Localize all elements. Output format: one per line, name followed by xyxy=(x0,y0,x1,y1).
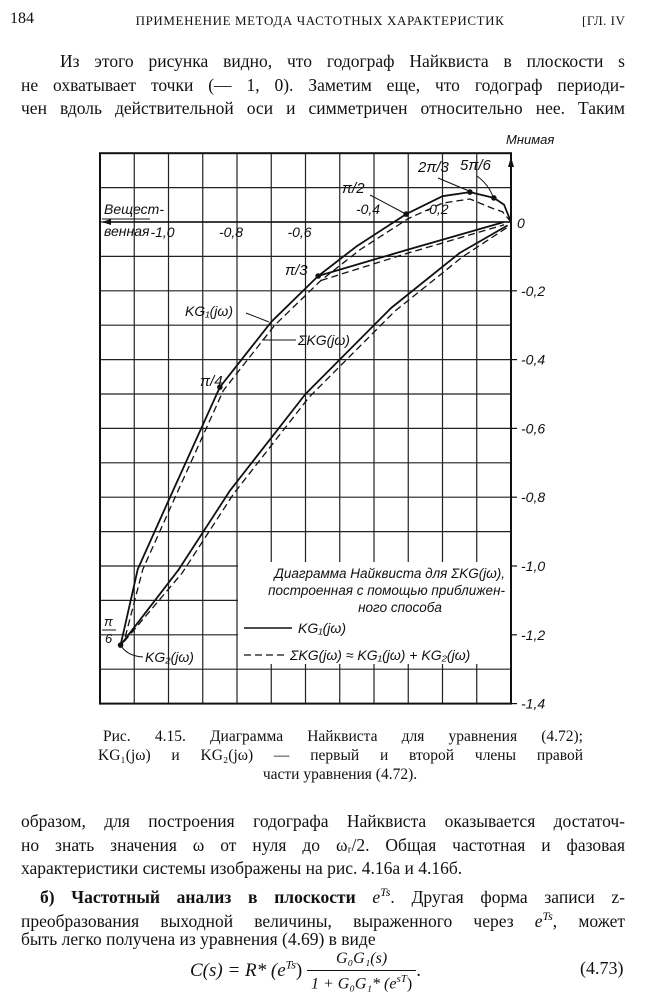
y-tick-label: -1,4 xyxy=(521,696,545,712)
y-tick-label: -1,0 xyxy=(521,558,545,574)
figure-caption-line: Рис. 4.15. Диаграмма Найквиста для уравн… xyxy=(103,728,583,745)
x-tick-label: -0,8 xyxy=(219,224,243,240)
series-kg1-line xyxy=(119,224,509,646)
section-heading-line: б) Частотный анализ в плоскости eTs. Дру… xyxy=(40,881,625,908)
kg1-annotation: KG₁(jω) xyxy=(185,303,233,319)
leader-line xyxy=(437,177,470,192)
eq-dot: . xyxy=(416,960,421,982)
frequency-point xyxy=(491,195,497,201)
frequency-label: 2π/3 xyxy=(417,159,450,176)
real-axis-label: Вещест-венная xyxy=(104,201,164,239)
imaginary-axis-label: Мнимая xyxy=(506,132,554,147)
eq-den-text: 1 + G₀G₁* (e xyxy=(311,975,397,993)
section-heading: б) Частотный анализ в плоскости xyxy=(40,886,373,907)
math-e: e xyxy=(534,910,543,931)
frequency-point xyxy=(217,384,223,390)
eq-fraction: G₀G₁(s) 1 + G₀G₁* (esT) xyxy=(307,950,417,993)
x-tick-label: -0,2 xyxy=(424,201,448,217)
frequency-label: π/2 xyxy=(342,180,365,197)
equation-number: (4.73) xyxy=(580,958,624,978)
equation-4-73: C(s) = R* (eTs) G₀G₁(s) 1 + G₀G₁* (esT) … xyxy=(190,950,421,993)
eq-paren: ) xyxy=(406,975,413,993)
paragraph-line: Из этого рисунка видно, что годограф Най… xyxy=(60,51,625,71)
frequency-label-6: 6 xyxy=(105,631,113,646)
paragraph-line: образом, для построения годографа Найкви… xyxy=(21,811,625,831)
leader-line xyxy=(245,312,270,323)
y-tick-label: -0,4 xyxy=(521,352,545,368)
leader-line xyxy=(369,194,405,214)
frequency-point xyxy=(315,273,321,279)
leader-line xyxy=(476,175,494,198)
y-tick-label: -0,8 xyxy=(521,489,545,505)
figure-caption-line: части уравнения (4.72). xyxy=(262,766,418,783)
legend-entry: KG₁(jω) xyxy=(298,620,346,636)
legend-title-line: построенная с помощью приближен- xyxy=(268,583,505,598)
frequency-label: π/3 xyxy=(285,262,308,279)
imaginary-axis-arrow xyxy=(508,157,514,167)
leader-line xyxy=(121,646,144,658)
eq-numerator: G₀G₁(s) xyxy=(307,950,417,971)
figure-caption-line: KG₁(jω) и KG₂(jω) — первый и второй член… xyxy=(98,747,583,764)
sum-kg-annotation: ΣKG(jω) xyxy=(297,332,350,348)
chapter-label: [ГЛ. IV xyxy=(582,13,626,28)
frequency-label: π/4 xyxy=(200,373,223,390)
real-axis-arrow xyxy=(102,219,111,225)
frequency-label: 5π/6 xyxy=(460,157,492,174)
x-tick-label: -0,6 xyxy=(287,224,311,240)
kg2-annotation: KG₂(jω) xyxy=(145,649,194,665)
paragraph-line: но знать значения ω от нуля до ωᵣ/2. Общ… xyxy=(21,835,625,855)
y-tick-label: -1,2 xyxy=(521,627,545,643)
legend-title-line: ного способа xyxy=(358,600,442,615)
paragraph-line: быть легко получена из уравнения (4.69) … xyxy=(21,929,376,949)
legend-box xyxy=(238,562,510,664)
series-sum-kg-line xyxy=(320,224,505,282)
paragraph-line: преобразования выходной величины, выраже… xyxy=(21,905,625,932)
eq-paren: ) xyxy=(295,960,303,982)
x-tick-label: -1,0 xyxy=(150,224,174,240)
x-tick-label: 0 xyxy=(517,215,525,231)
running-title: ПРИМЕНЕНИЕ МЕТОДА ЧАСТОТНЫХ ХАРАКТЕРИСТИ… xyxy=(135,13,505,28)
series-sum-kg-line xyxy=(123,198,512,642)
eq-lhs: C(s) = R* (e xyxy=(190,960,286,982)
paragraph-line: не охватывает точки (— 1, 0). Заметим ещ… xyxy=(21,75,625,95)
page-number: 184 xyxy=(10,10,34,27)
math-e: e xyxy=(372,886,381,907)
math-sup: Ts xyxy=(380,885,391,899)
eq-sup: Ts xyxy=(285,957,296,972)
y-tick-label: -0,6 xyxy=(521,420,545,436)
series-sum-kg-line xyxy=(123,226,508,643)
text: , может xyxy=(552,910,625,931)
frequency-point xyxy=(117,642,124,648)
text: . Другая форма записи z- xyxy=(390,886,626,907)
math-sup: Ts xyxy=(542,909,553,923)
text: преобразования выходной величины, выраже… xyxy=(21,910,535,931)
legend-entry: ΣKG(jω) ≈ KG₁(jω) + KG₂(jω) xyxy=(289,647,470,663)
paragraph-line: характеристики системы изображены на рис… xyxy=(21,858,463,878)
paragraph-line: чен вдоль действительной оси и симметрич… xyxy=(21,98,625,118)
x-tick-label: -0,4 xyxy=(356,201,380,217)
eq-sup: sT xyxy=(396,973,407,985)
frequency-point xyxy=(403,211,409,217)
series-kg1-line xyxy=(317,221,505,277)
y-tick-label: -0,2 xyxy=(521,283,545,299)
frequency-label-pi: π xyxy=(104,614,113,629)
legend-title-line: Диаграмма Найквиста для ΣKG(jω), xyxy=(272,566,505,581)
eq-denominator: 1 + G₀G₁* (esT) xyxy=(307,971,416,993)
